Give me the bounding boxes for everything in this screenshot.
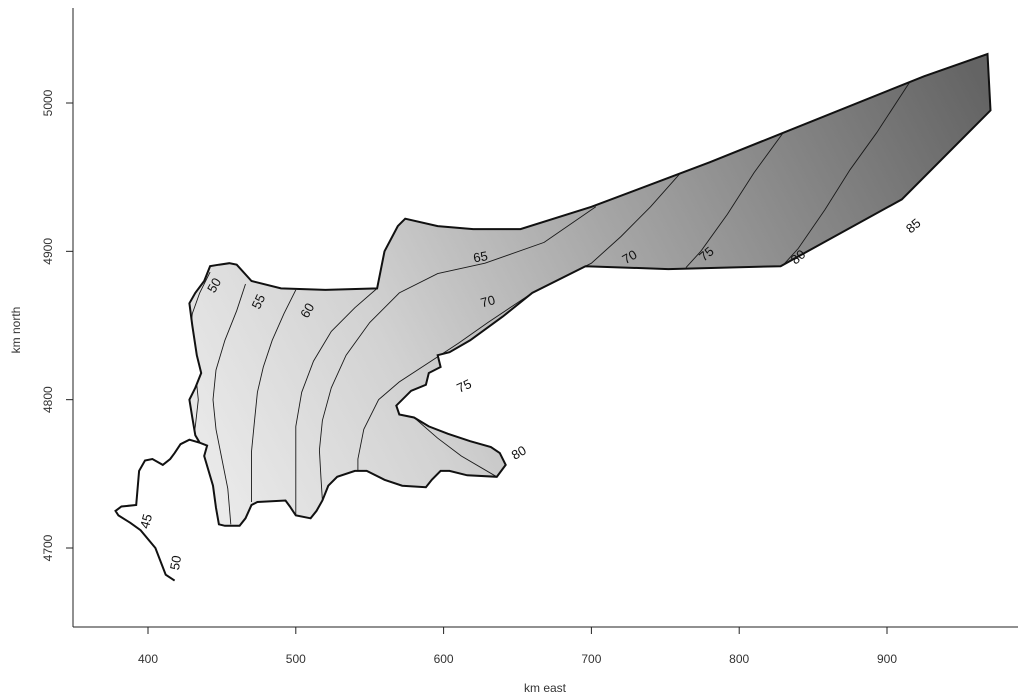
x-ticks: 400 500 600 700 800 900	[138, 627, 897, 666]
y-ticks: 4700 4800 4900 5000	[41, 89, 73, 561]
contour-label-55-3: 55	[249, 292, 269, 311]
contour-label-80-11: 80	[509, 443, 529, 463]
contour-label-85-12: 85	[903, 215, 924, 236]
y-tick-label-4700: 4700	[41, 534, 55, 561]
x-tick-label-800: 800	[729, 652, 749, 666]
y-axis-title: km north	[9, 307, 23, 354]
contour-label-45-0: 45	[137, 512, 155, 530]
axes: 400 500 600 700 800 900 4700 4800 4900 5000	[41, 8, 1018, 666]
contour-line-70-5	[318, 206, 597, 501]
contour-line-60-3	[251, 289, 297, 502]
x-tick-label-900: 900	[877, 652, 897, 666]
contour-line-65-4	[295, 288, 378, 516]
contour-line-80-7	[685, 127, 787, 268]
contour-line-55-2	[212, 283, 246, 525]
y-tick-label-5000: 5000	[41, 89, 55, 116]
contour-label-65-5: 65	[472, 248, 489, 265]
contour-label-75-9: 75	[454, 376, 473, 396]
x-tick-label-400: 400	[138, 652, 158, 666]
x-tick-label-500: 500	[286, 652, 306, 666]
contour-label-50-2: 50	[204, 275, 224, 295]
contour-label-60-4: 60	[297, 300, 317, 320]
y-tick-label-4900: 4900	[41, 238, 55, 265]
region-fill	[115, 54, 991, 581]
y-tick-label-4800: 4800	[41, 386, 55, 413]
x-tick-label-700: 700	[581, 652, 601, 666]
contour-line-75-6	[357, 166, 687, 471]
contour-line-85-8	[783, 80, 911, 266]
contour-label-70-6: 70	[479, 292, 497, 310]
region-outline	[114, 52, 992, 582]
contour-label-70-7: 70	[620, 247, 640, 267]
x-tick-label-600: 600	[434, 652, 454, 666]
contour-label-50-1: 50	[167, 554, 184, 571]
x-axis-title: km east	[524, 681, 567, 695]
